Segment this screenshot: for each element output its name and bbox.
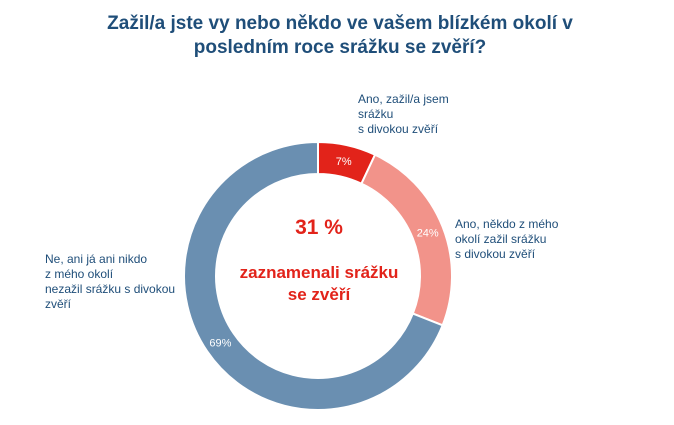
slice-no-collision <box>183 140 444 411</box>
slice-label-someone-collision: Ano, někdo z mého okolí zažil srážku s div… <box>455 217 559 261</box>
chart-title: Zažil/a jste vy nebo někdo ve vašem blíz… <box>107 13 573 58</box>
slice-label-own-collision: Ano, zažil/a jsem srážku s divokou zvěří <box>358 92 449 136</box>
slice-label-no-collision: Ne, ani já ani nikdo z mého okolí nezažil … <box>45 252 176 311</box>
center-value: 31 % <box>295 216 343 239</box>
center-note: zaznamenali srážku se zvěří <box>239 263 399 304</box>
slice-data-label: 24% <box>417 228 439 240</box>
slice-data-label: 69% <box>209 337 231 349</box>
slice-data-label: 7% <box>336 156 352 168</box>
